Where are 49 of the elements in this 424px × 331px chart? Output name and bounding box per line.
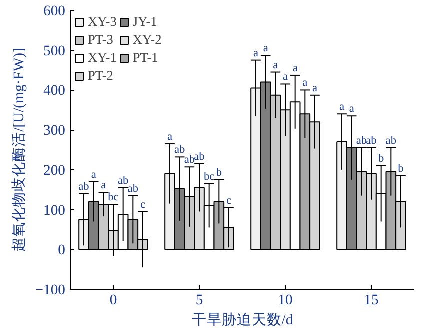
data-label: c <box>140 198 146 211</box>
data-label: ab <box>366 135 378 148</box>
x-tick-label: 10 <box>278 292 293 308</box>
legend-label: PT-1 <box>132 50 158 66</box>
data-label: b <box>216 166 222 179</box>
y-tick-label: 400 <box>44 83 66 100</box>
y-tick-label: 600 <box>44 4 66 20</box>
data-label: ab <box>194 150 206 163</box>
x-tick-label: 5 <box>196 292 204 308</box>
data-label: a <box>302 77 308 90</box>
legend-label: XY-1 <box>88 50 117 66</box>
x-tick-label: 0 <box>110 292 118 308</box>
data-label: ab <box>128 182 139 195</box>
x-tick-label: 15 <box>364 292 379 308</box>
y-tick-label: −100 <box>35 282 66 298</box>
y-tick-label: 200 <box>44 162 66 179</box>
data-label: bc <box>108 192 119 204</box>
data-label: a <box>273 59 278 72</box>
data-label: a <box>282 71 288 84</box>
y-axis-title: 超氧化物歧化酶活/[U/(mg·FW)] <box>10 48 28 252</box>
data-label: ab <box>184 154 196 166</box>
x-axis-title: 干旱胁迫天数/d <box>192 312 294 328</box>
data-label: ab <box>78 180 90 193</box>
legend-label: PT-2 <box>88 68 114 84</box>
data-label: a <box>349 103 354 116</box>
legend-label: PT-3 <box>88 32 114 48</box>
data-label: ab <box>356 135 368 148</box>
data-label: a <box>101 180 106 192</box>
data-label: ab <box>118 174 130 187</box>
data-label: bc <box>204 170 215 183</box>
legend-label: XY-3 <box>88 14 117 30</box>
data-label: b <box>378 152 384 165</box>
y-tick-label: 500 <box>44 43 66 60</box>
data-label: ab <box>386 135 397 148</box>
data-label: c <box>226 194 232 207</box>
data-label: a <box>254 47 259 60</box>
data-label: a <box>340 101 345 114</box>
y-tick-label: 100 <box>44 202 66 219</box>
data-label: a <box>91 168 96 181</box>
data-label: ab <box>174 144 186 156</box>
y-tick-label: 0 <box>58 242 66 259</box>
data-label: a <box>312 82 318 94</box>
data-label: a <box>168 131 173 144</box>
legend-label: JY-1 <box>132 14 158 30</box>
legend-label: XY-2 <box>132 32 162 48</box>
data-label: a <box>263 42 268 55</box>
data-label: b <box>398 162 404 175</box>
y-tick-label: 300 <box>44 123 66 140</box>
data-label: a <box>292 62 298 74</box>
